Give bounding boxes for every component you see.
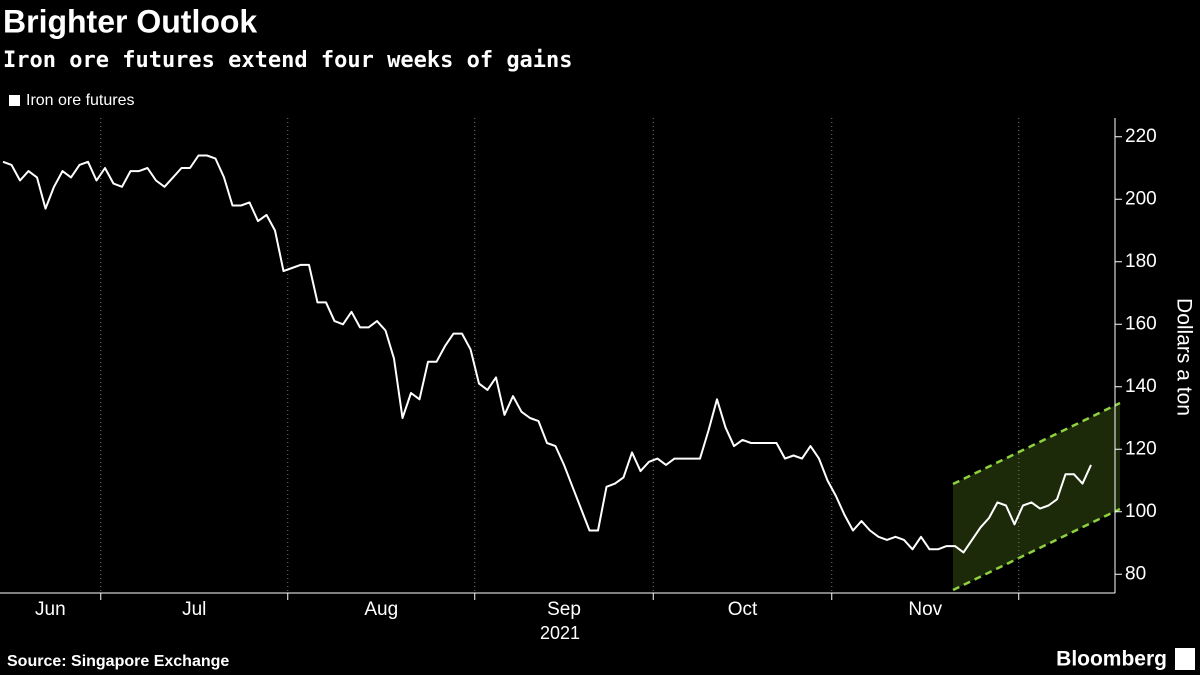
x-tick-label: Jul xyxy=(182,599,206,620)
chart-subtitle: Iron ore futures extend four weeks of ga… xyxy=(3,48,573,73)
channel-upper xyxy=(952,401,1121,486)
y-tick-label: 160 xyxy=(1125,313,1157,334)
x-axis-label: 2021 xyxy=(540,623,580,643)
line xyxy=(2,154,1092,554)
y-tick-label: 80 xyxy=(1125,563,1146,584)
x-tick-label: Sep xyxy=(547,599,581,620)
y-tick-label: 180 xyxy=(1125,251,1157,272)
x-tick-label: Oct xyxy=(728,599,758,620)
y-tick-label: 200 xyxy=(1125,188,1157,209)
channel-lower xyxy=(952,507,1121,592)
y-tick-label: 120 xyxy=(1125,438,1157,459)
x-tick-label: Nov xyxy=(908,599,942,620)
y-tick-label: 220 xyxy=(1125,126,1157,147)
y-tick-label: 140 xyxy=(1125,376,1157,397)
brand: Bloomberg xyxy=(1056,648,1167,671)
legend-swatch xyxy=(9,95,20,106)
y-tick-label: 100 xyxy=(1125,501,1157,522)
y-axis-label: Dollars a ton xyxy=(1172,298,1195,416)
x-tick-label: Jun xyxy=(35,599,66,620)
chart-title: Brighter Outlook xyxy=(3,3,257,39)
x-tick-label: Aug xyxy=(364,599,398,620)
source: Source: Singapore Exchange xyxy=(7,653,229,670)
plot: 80 100 120 140 160 180 200 220 Jun Jul Aug Sep Oct No… xyxy=(0,118,1157,620)
channel-fill xyxy=(953,403,1120,590)
brand-icon xyxy=(1175,648,1195,670)
legend-label: Iron ore futures xyxy=(26,92,135,109)
